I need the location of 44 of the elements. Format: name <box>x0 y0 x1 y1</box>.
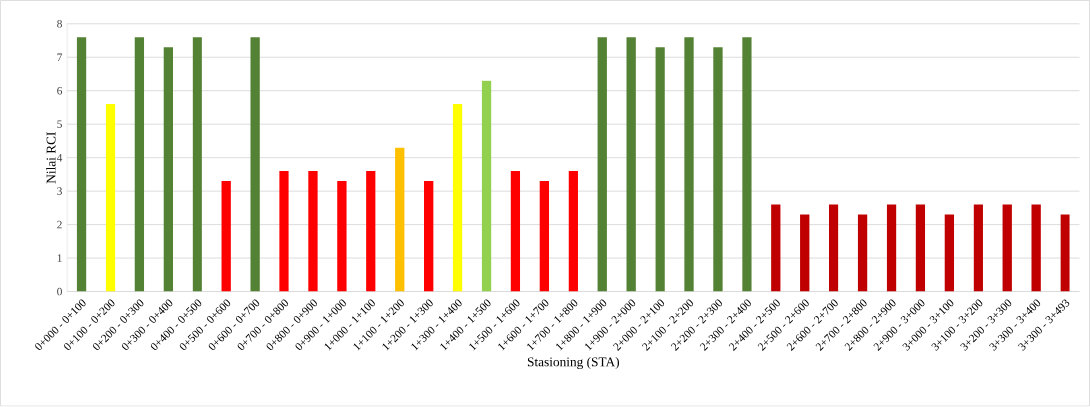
y-tick-label: 4 <box>56 154 63 162</box>
bar <box>308 171 318 292</box>
bar <box>800 214 810 292</box>
bar <box>1002 204 1012 292</box>
bar <box>626 37 636 292</box>
bar <box>76 37 87 292</box>
bar <box>568 171 578 292</box>
bar <box>481 80 492 292</box>
y-axis-title: Nilai RCI <box>46 132 56 184</box>
bar <box>742 37 752 292</box>
bar <box>857 214 868 292</box>
bar <box>452 104 463 292</box>
bar <box>105 104 116 292</box>
bar <box>886 204 897 292</box>
bar <box>655 47 665 292</box>
bar <box>771 204 781 292</box>
y-tick-label: 1 <box>57 254 62 263</box>
bar <box>395 147 405 292</box>
bar <box>973 204 983 292</box>
bar <box>829 204 839 292</box>
bar <box>337 181 347 292</box>
bar <box>221 181 231 292</box>
bar <box>366 171 376 292</box>
bar <box>279 171 289 292</box>
bar <box>539 181 550 292</box>
bar <box>510 171 521 292</box>
y-tick-label: 8 <box>57 20 62 28</box>
bar <box>424 181 434 292</box>
y-tick-label: 0 <box>57 287 62 296</box>
y-tick-label: 3 <box>57 187 62 196</box>
y-tick-label: 6 <box>57 87 63 95</box>
bar <box>944 214 955 292</box>
bar <box>597 37 607 292</box>
y-tick-label: 7 <box>57 53 63 62</box>
bar <box>134 37 145 292</box>
y-tick-label: 5 <box>57 120 62 129</box>
bar <box>915 204 926 292</box>
bar <box>163 47 173 292</box>
bar <box>250 37 260 292</box>
bar <box>684 37 694 292</box>
y-tick-label: 2 <box>57 221 62 229</box>
x-axis-title: Stasioning (STA) <box>527 357 619 370</box>
bar <box>713 47 723 292</box>
bar <box>1031 204 1041 292</box>
